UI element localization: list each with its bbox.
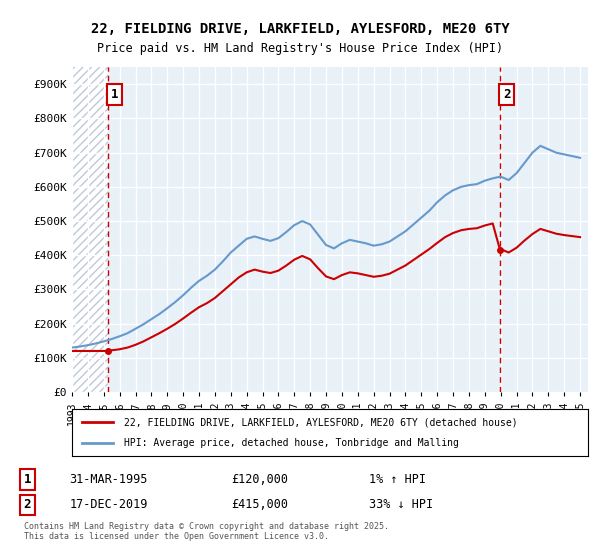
Bar <box>72 67 108 392</box>
Text: HPI: Average price, detached house, Tonbridge and Malling: HPI: Average price, detached house, Tonb… <box>124 438 458 448</box>
Text: £120,000: £120,000 <box>231 473 288 486</box>
Text: 22, FIELDING DRIVE, LARKFIELD, AYLESFORD, ME20 6TY: 22, FIELDING DRIVE, LARKFIELD, AYLESFORD… <box>91 22 509 36</box>
Text: 31-MAR-1995: 31-MAR-1995 <box>70 473 148 486</box>
Text: 1: 1 <box>23 473 31 486</box>
Text: 2: 2 <box>503 88 511 101</box>
Bar <box>72 67 108 392</box>
Text: 2: 2 <box>23 498 31 511</box>
Text: 22, FIELDING DRIVE, LARKFIELD, AYLESFORD, ME20 6TY (detached house): 22, FIELDING DRIVE, LARKFIELD, AYLESFORD… <box>124 417 517 427</box>
Text: £415,000: £415,000 <box>231 498 288 511</box>
Text: 33% ↓ HPI: 33% ↓ HPI <box>369 498 433 511</box>
Text: 17-DEC-2019: 17-DEC-2019 <box>70 498 148 511</box>
Text: 1% ↑ HPI: 1% ↑ HPI <box>369 473 426 486</box>
Text: Price paid vs. HM Land Registry's House Price Index (HPI): Price paid vs. HM Land Registry's House … <box>97 42 503 55</box>
Text: 1: 1 <box>111 88 118 101</box>
Text: Contains HM Land Registry data © Crown copyright and database right 2025.
This d: Contains HM Land Registry data © Crown c… <box>23 522 389 542</box>
